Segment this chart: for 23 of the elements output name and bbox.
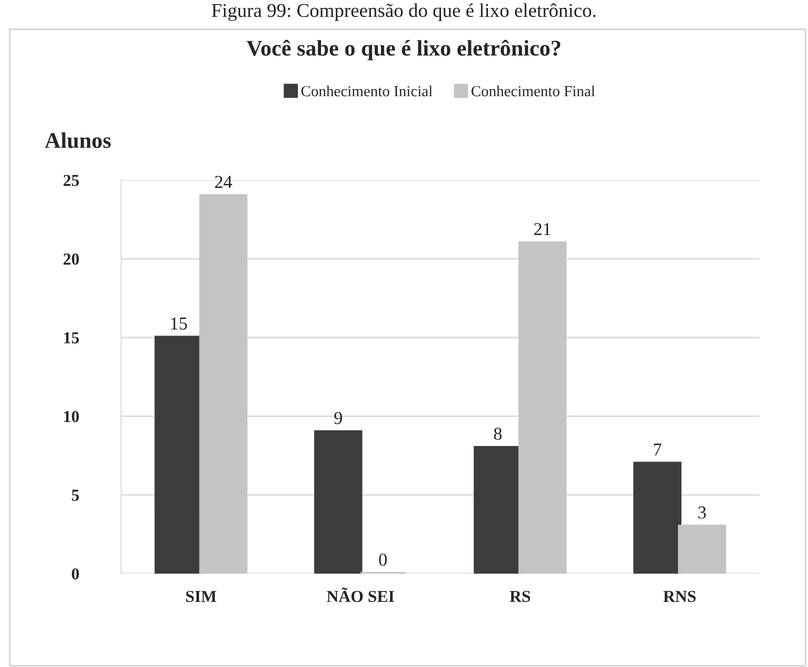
data-label: 21 [534,223,550,236]
data-label: 8 [494,428,502,440]
legend-label: Conhecimento Final [472,86,595,96]
y-tick-label: 10 [64,410,79,422]
data-label: 7 [654,444,662,456]
x-tick-label: SIM [186,590,216,602]
x-tick-label: NÃO SEI [326,588,394,602]
y-axis-title: Alunos [44,132,111,148]
y-tick-label: 20 [64,253,79,265]
y-tick-label: 0 [72,568,79,580]
y-tick-label: 25 [64,174,79,186]
data-label: 15 [171,318,187,330]
y-tick-label: 5 [72,490,79,501]
data-label: 3 [698,506,706,519]
chart-title: Você sabe o que é lixo eletrônico? [246,40,560,60]
data-label: 24 [215,176,232,188]
data-label: 9 [334,412,342,424]
text: Figura 99: Compreensão do que é lixo eletrônico. [212,3,596,22]
x-tick-label: RNS [663,590,696,602]
y-tick-label: 15 [64,332,79,344]
data-label: 0 [379,554,387,566]
legend-label: Conhecimento Inicial [301,86,432,96]
x-tick-label: RS [510,590,530,602]
